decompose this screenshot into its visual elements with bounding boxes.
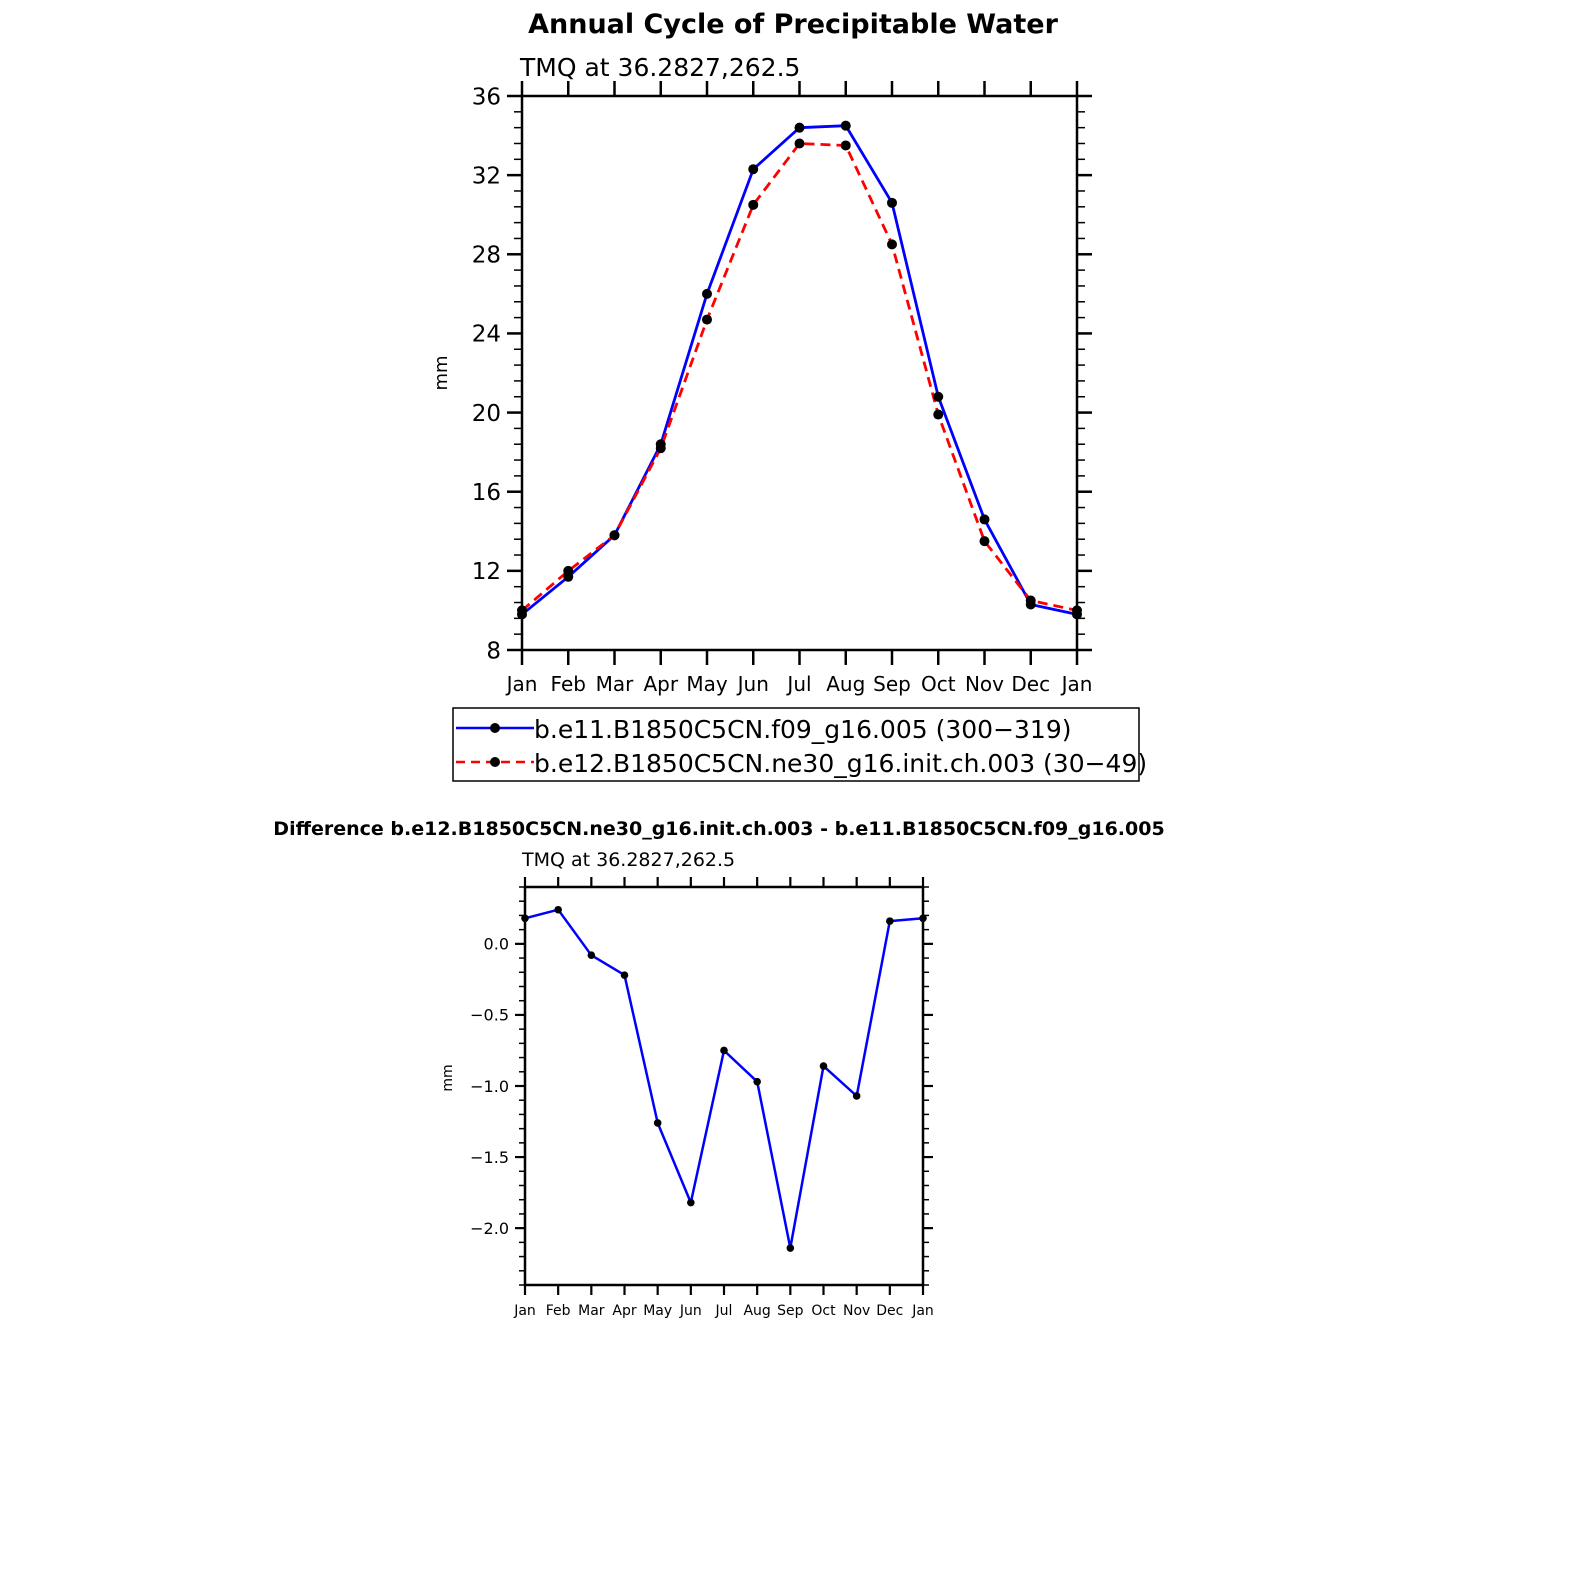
- chart-subtitle: TMQ at 36.2827,262.5: [521, 849, 735, 871]
- data-point-series-1: [979, 514, 990, 525]
- x-tick-label: Mar: [596, 672, 635, 696]
- data-point-series-2: [655, 443, 666, 454]
- series-line-2: [521, 142, 1078, 612]
- data-point-series-2: [840, 140, 851, 151]
- y-tick-label: −0.5: [470, 1006, 509, 1025]
- data-point-series-1: [720, 1046, 728, 1055]
- x-tick-label: Apr: [612, 1303, 636, 1319]
- x-axis: Jan Feb Mar Apr May Jun Jul Aug Sep Oct Nov Dec Jan: [513, 877, 934, 1319]
- y-axis-label: mm: [440, 1064, 456, 1091]
- plot-frame: [520, 94, 1079, 652]
- x-tick-label: Dec: [1011, 672, 1050, 696]
- x-tick-label: Mar: [578, 1303, 605, 1319]
- data-point-series-1: [748, 164, 759, 175]
- data-point-series-2: [517, 605, 527, 616]
- chart-title: Difference b.e12.B1850C5CN.ne30_g16.init…: [273, 818, 1164, 840]
- data-point-series-1: [887, 197, 897, 208]
- data-point-series-2: [1072, 605, 1082, 616]
- legend-marker-series-2: [490, 757, 500, 767]
- x-tick-label: Aug: [826, 672, 865, 696]
- data-point-series-2: [794, 138, 805, 149]
- x-tick-label: Jan: [911, 1303, 934, 1319]
- data-point-series-2: [702, 314, 712, 325]
- data-point-series-1: [753, 1077, 761, 1086]
- x-tick-label: Sep: [777, 1303, 804, 1319]
- x-tick-label: Aug: [743, 1303, 770, 1319]
- data-point-series-2: [933, 409, 944, 420]
- data-point-series-1: [933, 391, 944, 402]
- data-point-series-1: [687, 1198, 695, 1207]
- x-tick-label: Jan: [505, 672, 538, 696]
- data-point-series-2: [609, 530, 620, 541]
- y-tick-label: 20: [472, 401, 501, 427]
- data-point-series-1: [840, 120, 851, 131]
- series-layer: [521, 905, 927, 1252]
- legend-marker-series-1: [490, 723, 500, 733]
- data-point-series-1: [587, 951, 596, 960]
- data-point-series-2: [748, 199, 759, 210]
- x-tick-label: Jul: [715, 1303, 733, 1319]
- legend-box: [452, 707, 1140, 782]
- y-axis: 8 12 16 20 24 28 32 36: [472, 84, 1092, 664]
- data-point-series-2: [1025, 595, 1036, 606]
- data-point-series-2: [887, 239, 897, 250]
- data-point-series-1: [554, 905, 562, 914]
- data-point-series-1: [786, 1244, 795, 1252]
- data-point-series-1: [702, 288, 712, 299]
- x-tick-label: May: [686, 672, 728, 696]
- x-tick-label: May: [643, 1303, 672, 1319]
- x-tick-label: Oct: [921, 672, 956, 696]
- data-point-series-1: [819, 1062, 828, 1070]
- y-axis: 0.0 −0.5 −1.0 −1.5 −2.0: [470, 886, 933, 1286]
- y-tick-label: 16: [472, 480, 501, 506]
- x-tick-label: Jun: [736, 672, 769, 696]
- difference-chart: Difference b.e12.B1850C5CN.ne30_g16.init…: [273, 818, 1164, 1319]
- plot-area: [520, 94, 1079, 652]
- x-tick-label: Dec: [876, 1303, 903, 1319]
- x-axis: Jan Feb Mar Apr May Jun Jul Aug Sep Oct Nov Dec Jan: [505, 81, 1093, 696]
- y-tick-label: 36: [472, 84, 501, 110]
- data-point-series-2: [979, 536, 990, 547]
- x-tick-label: Feb: [546, 1303, 571, 1319]
- data-point-series-1: [794, 122, 805, 133]
- x-tick-label: Sep: [873, 672, 911, 696]
- x-tick-label: Oct: [811, 1303, 836, 1319]
- y-tick-label: 28: [472, 243, 501, 269]
- series-line-1: [521, 124, 1078, 616]
- chart-title: Annual Cycle of Precipitable Water: [528, 9, 1058, 40]
- y-tick-label: 0.0: [484, 935, 509, 954]
- y-tick-label: −1.5: [470, 1148, 509, 1167]
- x-tick-label: Nov: [965, 672, 1004, 696]
- x-tick-label: Feb: [551, 672, 586, 696]
- x-tick-label: Jan: [513, 1303, 536, 1319]
- data-point-series-1: [919, 914, 927, 923]
- legend: b.e11.B1850C5CN.f09_g16.005 (300−319) b.…: [452, 707, 1147, 782]
- y-tick-label: −2.0: [470, 1219, 509, 1238]
- series-line-1: [524, 908, 924, 1250]
- data-point-series-1: [620, 971, 629, 979]
- legend-label-series-2: b.e12.B1850C5CN.ne30_g16.init.ch.003 (30…: [534, 749, 1147, 778]
- x-tick-label: Jan: [1060, 672, 1093, 696]
- data-point-series-1: [886, 917, 894, 925]
- y-tick-label: 12: [472, 559, 501, 585]
- annual-cycle-chart: Annual Cycle of Precipitable Water TMQ a…: [431, 9, 1147, 782]
- x-tick-label: Jun: [679, 1303, 702, 1319]
- x-tick-label: Nov: [843, 1303, 870, 1319]
- series-layer: [517, 120, 1082, 620]
- x-tick-label: Apr: [643, 672, 678, 696]
- data-point-series-1: [521, 914, 529, 923]
- y-tick-label: −1.0: [470, 1077, 509, 1096]
- y-tick-label: 24: [472, 322, 501, 348]
- y-tick-label: 32: [472, 163, 501, 189]
- legend-label-series-1: b.e11.B1850C5CN.f09_g16.005 (300−319): [534, 715, 1072, 744]
- data-point-series-1: [852, 1092, 861, 1100]
- x-tick-label: Jul: [785, 672, 811, 696]
- y-axis-label: mm: [431, 355, 452, 390]
- y-tick-label: 8: [486, 638, 501, 664]
- chart-subtitle: TMQ at 36.2827,262.5: [519, 53, 800, 82]
- data-point-series-2: [563, 565, 574, 576]
- data-point-series-1: [653, 1119, 662, 1127]
